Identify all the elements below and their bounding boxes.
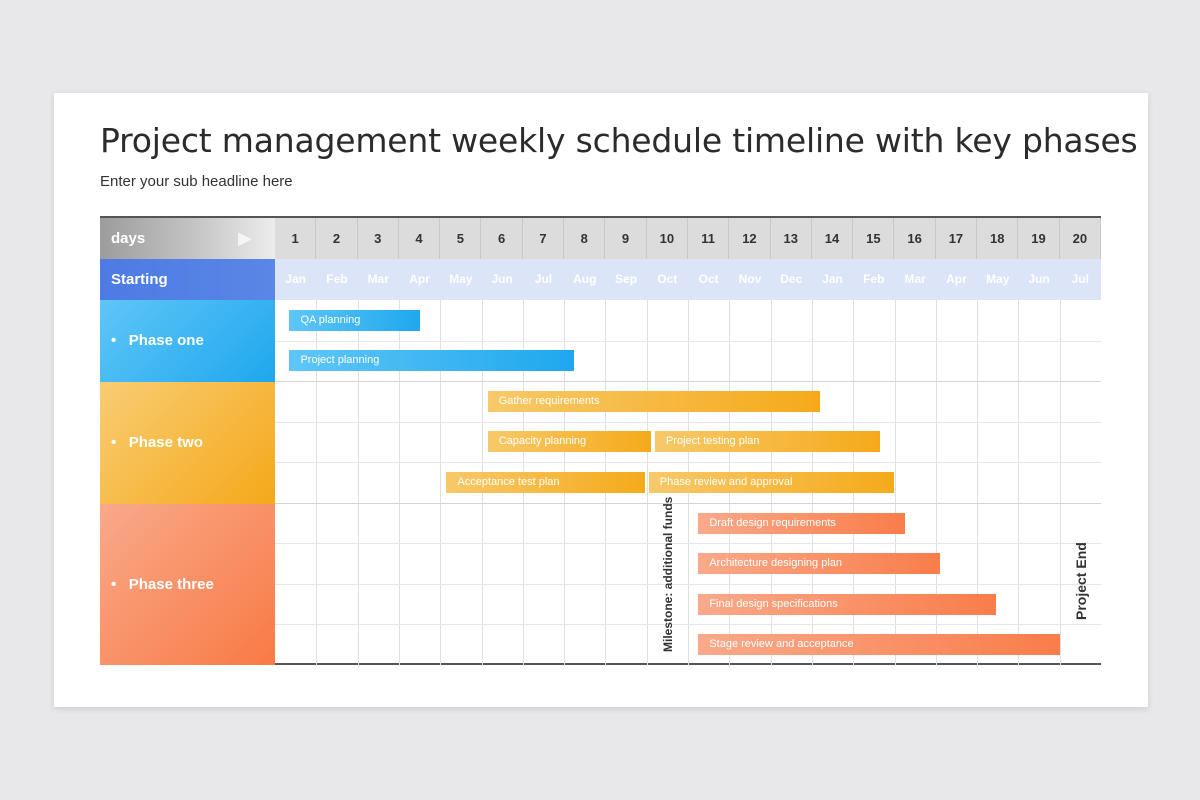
task-bar[interactable]: Project planning — [289, 350, 575, 372]
day-header-14: 14 — [812, 218, 854, 259]
month-header-cell: Mar — [904, 272, 926, 286]
day-header-9: 9 — [605, 218, 647, 259]
day-header-16: 16 — [895, 218, 936, 259]
month-header-cell: Aug — [573, 272, 597, 286]
month-header-cell: Dec — [780, 272, 803, 286]
day-header-15: 15 — [853, 218, 895, 259]
month-header-cell: Jan — [822, 272, 843, 286]
month-header-cell: Oct — [698, 272, 719, 286]
day-header-1: 1 — [275, 218, 317, 259]
month-header-cell: Jun — [1028, 272, 1050, 286]
grid-column-line — [646, 300, 648, 665]
task-bar[interactable]: Architecture designing plan — [698, 553, 940, 575]
days-header-cell: days ▶ — [100, 218, 275, 259]
task-bar[interactable]: Draft design requirements — [698, 512, 905, 534]
grid-row-line — [275, 624, 1101, 626]
grid-column-line — [440, 300, 442, 665]
grid-row-line — [275, 543, 1101, 545]
task-bar[interactable]: Phase review and approval — [648, 472, 895, 493]
grid-row-line — [275, 502, 1101, 504]
month-header-cell: Nov — [738, 272, 762, 286]
task-bar[interactable]: Gather requirements — [487, 390, 821, 412]
day-header-2: 2 — [316, 218, 358, 259]
day-header-11: 11 — [688, 218, 730, 259]
month-header-cell: Oct — [657, 272, 678, 286]
grid-row-line — [275, 381, 1101, 383]
grid-column-line — [398, 300, 400, 665]
month-header-cell: Jul — [534, 272, 553, 286]
month-header-cell: Sep — [615, 272, 638, 286]
project-end-label: Project End — [1072, 542, 1089, 620]
day-header-3: 3 — [358, 218, 399, 259]
month-header-cell: Jan — [285, 272, 306, 286]
month-header-cell: Jun — [491, 272, 513, 286]
day-header-6: 6 — [482, 218, 523, 259]
starting-header-cell: Starting — [100, 259, 275, 300]
grid-row-line — [275, 340, 1101, 342]
grid-column-line — [1018, 300, 1020, 665]
day-header-18: 18 — [977, 218, 1019, 259]
phase-three-cell: • Phase three — [100, 504, 275, 665]
phase-two-label: • Phase two — [111, 434, 203, 451]
page-title: Project management weekly schedule timel… — [100, 121, 1138, 160]
day-header-20: 20 — [1060, 218, 1101, 259]
month-header-cell: Feb — [863, 272, 885, 286]
day-header-13: 13 — [771, 218, 812, 259]
day-header-5: 5 — [440, 218, 482, 259]
grid-row-line — [275, 462, 1101, 464]
days-header-row: 1 2 3 4 5 6 7 8 9 10 11 12 13 14 15 16 17 18 19 20 — [275, 218, 1101, 259]
phase-one-label: • Phase one — [111, 332, 204, 349]
task-bar[interactable]: Acceptance test plan — [446, 472, 645, 493]
task-bar[interactable]: Stage review and acceptance — [698, 634, 1060, 656]
grid-column-line — [977, 300, 979, 665]
month-header-cell: Feb — [326, 272, 348, 286]
grid-column-line — [894, 300, 896, 665]
timeline-grid: QA planning Project planning Gather requir… — [275, 300, 1101, 665]
chevron-right-icon: ▶ — [238, 228, 252, 248]
phase-one-cell: • Phase one — [100, 300, 275, 382]
month-header-cell: Apr — [946, 272, 967, 286]
day-header-19: 19 — [1018, 218, 1060, 259]
task-bar[interactable]: QA planning — [289, 309, 420, 331]
day-header-12: 12 — [729, 218, 771, 259]
months-header-row: Jan Feb Mar Apr May Jun Jul Aug Sep Oct Oct Nov Dec J… — [275, 259, 1101, 300]
milestone-label: Milestone: additional funds — [660, 496, 675, 652]
day-header-17: 17 — [936, 218, 978, 259]
starting-label: Starting — [111, 271, 168, 288]
grid-column-line — [1059, 300, 1061, 665]
task-bar[interactable]: Final design specifications — [698, 593, 996, 615]
task-bar[interactable]: Project testing plan — [654, 431, 881, 453]
phase-three-label: • Phase three — [111, 576, 214, 593]
gantt-chart: days ▶ 1 2 3 4 5 6 7 8 9 10 11 12 13 14 15 16 17 18 19 20 S… — [100, 216, 1101, 665]
page-subtitle: Enter your sub headline here — [100, 173, 293, 190]
day-header-4: 4 — [399, 218, 441, 259]
grid-column-line — [316, 300, 318, 665]
day-header-7: 7 — [523, 218, 565, 259]
phase-two-cell: • Phase two — [100, 382, 275, 504]
days-label: days — [111, 230, 146, 247]
day-header-8: 8 — [564, 218, 606, 259]
day-header-10: 10 — [647, 218, 688, 259]
grid-row-line — [275, 421, 1101, 423]
month-header-cell: May — [449, 272, 473, 286]
grid-column-line — [935, 300, 937, 665]
month-header-cell: Mar — [367, 272, 389, 286]
grid-row-line — [275, 583, 1101, 585]
month-header-cell: Jul — [1071, 272, 1089, 286]
grid-column-line — [357, 300, 359, 665]
task-bar[interactable]: Capacity planning — [487, 431, 651, 453]
month-header-cell: May — [986, 272, 1010, 286]
month-header-cell: Apr — [409, 272, 430, 286]
